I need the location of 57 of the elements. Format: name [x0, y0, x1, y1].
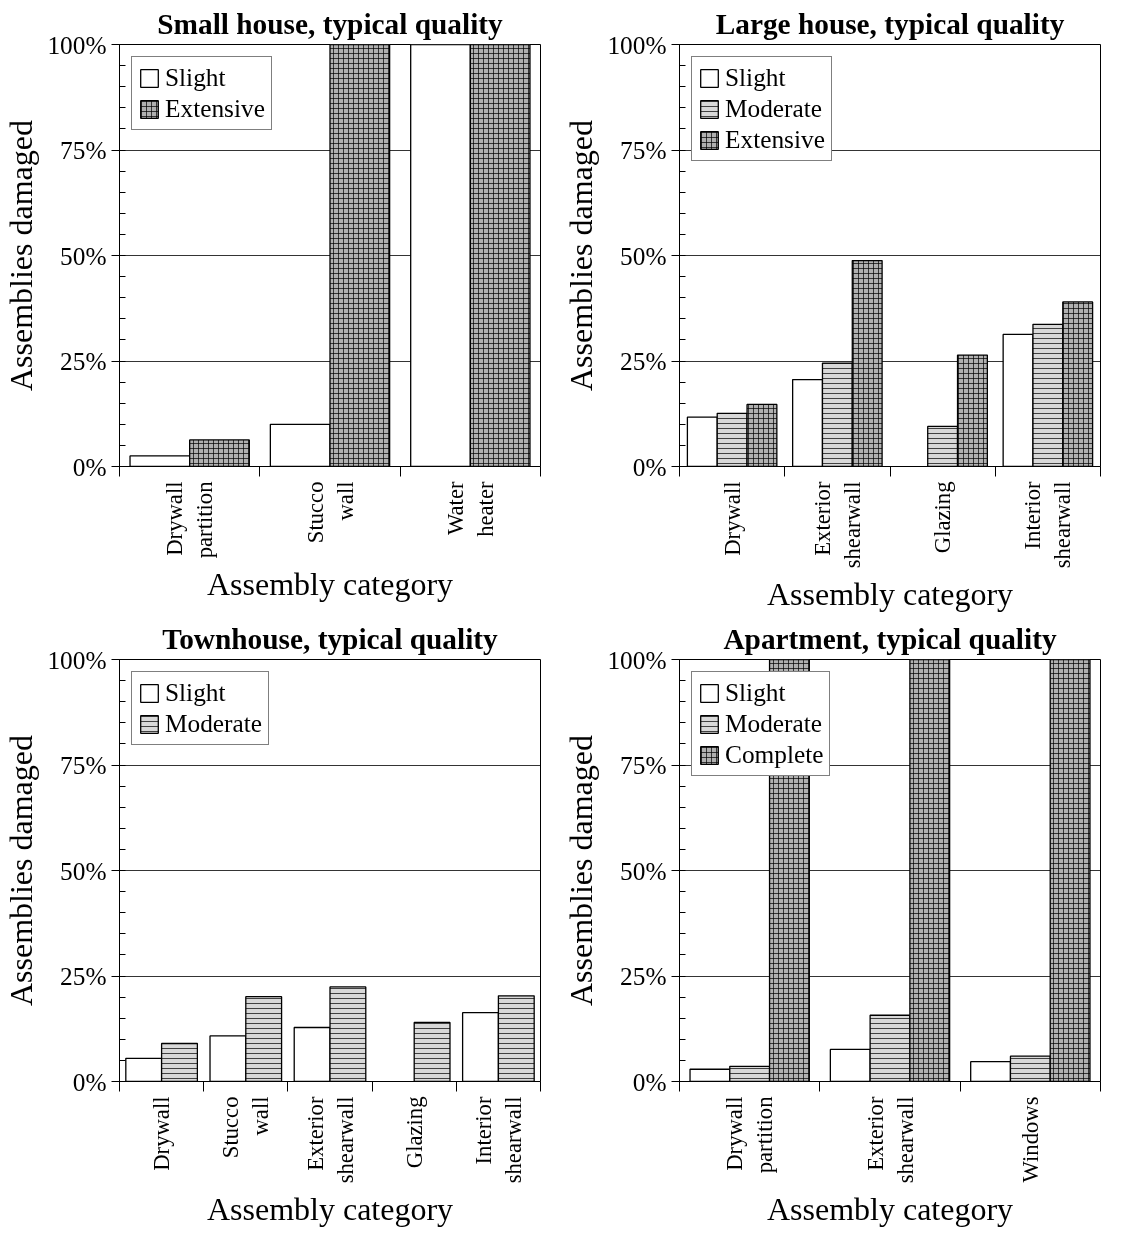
y-tick-label: 100% [607, 645, 667, 674]
x-tick-label: Interior shearwall [1020, 481, 1076, 569]
chart-title: Large house, typical quality [715, 7, 1065, 40]
legend-label: Slight [725, 63, 786, 92]
chart-title: Apartment, typical quality [723, 622, 1057, 655]
y-tick-label: 25% [620, 962, 667, 990]
y-tick-label: 25% [620, 347, 667, 375]
x-axis-title: Assembly category [766, 1191, 1014, 1228]
y-tick-label: 50% [60, 241, 107, 270]
y-tick-label: 0% [72, 452, 107, 481]
legend-label: Extensive [725, 125, 825, 154]
y-tick-label: 50% [620, 241, 667, 270]
legend-label: Extensive [165, 94, 265, 123]
chart-title: Townhouse, typical quality [162, 622, 499, 655]
x-tick-label: Windows [1017, 1096, 1043, 1183]
legend-label: Slight [165, 678, 226, 707]
x-axis-title: Assembly category [766, 576, 1014, 613]
y-tick-label: 100% [47, 30, 107, 59]
y-tick-label: 75% [620, 136, 667, 164]
x-tick-label: Stucco wall [302, 481, 358, 544]
y-axis-title: Assemblies damaged [3, 119, 40, 392]
y-axis-title: Assemblies damaged [3, 734, 40, 1007]
x-tick-label: Exterior shearwall [302, 1096, 358, 1184]
x-tick-label: Stucco wall [218, 1096, 274, 1159]
legend-label: Moderate [725, 709, 823, 738]
x-tick-label: Interior shearwall [470, 1096, 526, 1184]
y-tick-label: 0% [632, 452, 667, 481]
x-axis-title: Assembly category [206, 566, 454, 603]
x-axis-title: Assembly category [206, 1191, 454, 1228]
legend-label: Moderate [165, 709, 263, 738]
x-tick-label: Drywall [149, 1096, 175, 1171]
x-tick-label: Water heater [442, 481, 498, 537]
x-tick-label: Glazing [401, 1096, 427, 1169]
y-tick-label: 0% [632, 1067, 667, 1096]
y-tick-label: 50% [620, 856, 667, 885]
legend-label: Moderate [725, 94, 823, 123]
y-axis-title: Assemblies damaged [563, 119, 600, 392]
y-tick-label: 75% [620, 751, 667, 779]
y-tick-label: 75% [60, 751, 107, 779]
y-tick-label: 0% [72, 1067, 107, 1096]
legend-label: Complete [725, 740, 824, 769]
x-tick-label: Exterior shearwall [809, 481, 865, 569]
y-tick-label: 25% [60, 347, 107, 375]
legend-label: Slight [165, 63, 226, 92]
x-tick-label: Exterior shearwall [862, 1096, 918, 1184]
y-tick-label: 50% [60, 856, 107, 885]
legend-label: Slight [725, 678, 786, 707]
x-tick-label: Drywall partition [722, 1096, 778, 1174]
x-tick-label: Glazing [930, 481, 956, 554]
y-axis-title: Assemblies damaged [563, 734, 600, 1007]
y-tick-label: 100% [47, 645, 107, 674]
chart-title: Small house, typical quality [157, 7, 504, 40]
y-tick-label: 100% [607, 30, 667, 59]
x-tick-label: Drywall partition [162, 481, 218, 559]
y-tick-label: 25% [60, 962, 107, 990]
x-tick-label: Drywall [719, 481, 745, 556]
y-tick-label: 75% [60, 136, 107, 164]
